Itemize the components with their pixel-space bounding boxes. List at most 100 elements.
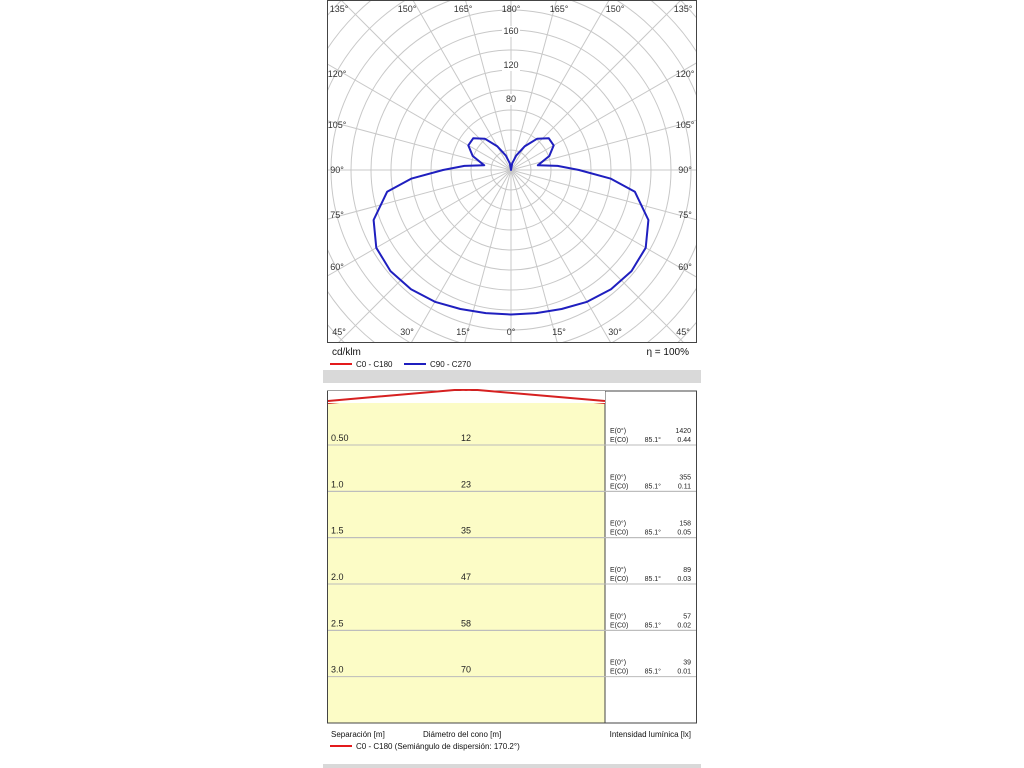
- grid-spoke: [510, 169, 697, 221]
- row-ec0-label: E(C0): [610, 576, 628, 583]
- radial-tick-label: 160: [503, 26, 518, 36]
- row-angle: 85.1°: [645, 575, 662, 583]
- row-e0-value: 39: [683, 660, 691, 667]
- footer-diameter-label: Diámetro del cono [m]: [423, 730, 501, 739]
- row-ec0-label: E(C0): [610, 437, 628, 444]
- grid-spoke: [464, 0, 512, 171]
- cone-legend-label: C0 - C180 (Semiángulo de dispersión: 170…: [356, 742, 520, 751]
- row-e0-label: E(0°): [610, 566, 626, 574]
- efficiency-label: η = 100%: [646, 347, 689, 358]
- row-e0-label: E(0°): [610, 659, 626, 667]
- row-ec0-label: E(C0): [610, 530, 628, 537]
- radial-tick-label: 80: [506, 94, 516, 104]
- grid-spoke: [510, 169, 612, 343]
- row-separation: 3.0: [331, 665, 344, 675]
- grid-spoke: [410, 169, 512, 343]
- row-e0-value: 1420: [675, 428, 691, 435]
- angle-label-top: 135°: [330, 4, 349, 14]
- angle-label-left: 90°: [330, 165, 344, 175]
- row-e0-value: 57: [683, 613, 691, 620]
- row-angle: 85.1°: [645, 621, 662, 629]
- grid-spoke: [337, 169, 512, 343]
- angle-label-bottom: 15°: [552, 327, 566, 337]
- angle-label-bottom: 45°: [676, 327, 690, 337]
- row-diameter: 23: [461, 479, 471, 489]
- angle-label-left: 75°: [330, 210, 344, 220]
- grid-spoke: [327, 120, 512, 171]
- angle-label-bottom: 30°: [400, 327, 414, 337]
- row-ec0-value: 0.44: [677, 437, 691, 444]
- c0-c180-cone-line: [327, 389, 606, 402]
- row-ec0-label: E(C0): [610, 669, 628, 676]
- row-separation: 1.0: [331, 479, 344, 489]
- angle-label-top: 150°: [398, 4, 417, 14]
- angle-label-top: 165°: [454, 4, 473, 14]
- row-diameter: 47: [461, 572, 471, 582]
- legend-label-c0: C0 - C180: [356, 360, 393, 369]
- grid-spoke: [412, 0, 512, 171]
- row-diameter: 35: [461, 526, 471, 536]
- row-angle: 85.1°: [645, 482, 662, 490]
- radial-tick-label: 120: [503, 60, 518, 70]
- angle-label-top: 150°: [606, 4, 625, 14]
- row-e0-label: E(0°): [610, 520, 626, 528]
- row-separation: 2.0: [331, 572, 344, 582]
- radial-tick-bg: [502, 94, 520, 105]
- row-ec0-value: 0.05: [677, 530, 691, 537]
- polar-frame: [327, 0, 697, 343]
- angle-label-right: 75°: [678, 210, 692, 220]
- cone-fill: [327, 391, 606, 723]
- angle-label-right: 60°: [678, 262, 692, 272]
- row-ec0-value: 0.03: [677, 576, 691, 583]
- row-diameter: 70: [461, 665, 471, 675]
- grid-spoke: [510, 62, 697, 171]
- angle-label-bottom: 45°: [332, 327, 346, 337]
- grid-spoke: [340, 0, 512, 171]
- angle-label-top: 135°: [674, 4, 693, 14]
- row-ec0-value: 0.02: [677, 622, 691, 629]
- radial-tick-bg: [502, 26, 520, 37]
- row-ec0-label: E(C0): [610, 483, 628, 490]
- row-ec0-label: E(C0): [610, 622, 628, 629]
- angle-label-top: 180°: [502, 4, 521, 14]
- angle-label-left: 105°: [328, 120, 347, 130]
- separator-band-bottom: [323, 764, 701, 768]
- row-separation: 2.5: [331, 618, 344, 628]
- grid-spoke: [510, 0, 682, 171]
- row-ec0-value: 0.01: [677, 669, 691, 676]
- row-e0-label: E(0°): [610, 427, 626, 435]
- row-angle: 85.1°: [645, 529, 662, 537]
- polar-grid: [327, 0, 697, 343]
- footer-separation-label: Separación [m]: [331, 730, 385, 739]
- polar-unit-label: cd/klm: [332, 347, 361, 358]
- separator-band-top: [323, 370, 701, 383]
- grid-spoke: [464, 169, 512, 343]
- angle-label-right: 90°: [678, 165, 692, 175]
- grid-spoke: [510, 169, 558, 343]
- grid-spoke: [510, 0, 610, 171]
- angle-label-bottom: 0°: [507, 327, 516, 337]
- angle-label-bottom: 30°: [608, 327, 622, 337]
- grid-spoke: [510, 0, 558, 171]
- footer-intensity-label: Intensidad lumínica [lx]: [610, 730, 691, 739]
- grid-spoke: [327, 169, 512, 220]
- row-angle: 85.1°: [645, 436, 662, 444]
- row-diameter: 12: [461, 433, 471, 443]
- grid-spoke: [327, 63, 512, 171]
- angle-label-right: 105°: [676, 120, 695, 130]
- grid-spoke: [327, 169, 512, 277]
- angle-label-bottom: 15°: [456, 327, 470, 337]
- angle-label-top: 165°: [550, 4, 569, 14]
- row-angle: 85.1°: [645, 668, 662, 676]
- row-e0-label: E(0°): [610, 612, 626, 620]
- grid-spoke: [510, 169, 685, 343]
- row-e0-value: 158: [679, 521, 691, 528]
- radial-tick-bg: [502, 60, 520, 71]
- grid-spoke: [510, 169, 697, 278]
- row-e0-value: 89: [683, 567, 691, 574]
- row-separation: 0.50: [331, 433, 349, 443]
- angle-label-left: 60°: [330, 262, 344, 272]
- legend-label-c90: C90 - C270: [430, 360, 471, 369]
- c90-c270-curve: [372, 137, 650, 316]
- cone-diagram-panel: 0.50 12 E(0°) 1420 E(C0) 85.1° 0.44 1.0 23 E(0°) 3…: [327, 389, 697, 764]
